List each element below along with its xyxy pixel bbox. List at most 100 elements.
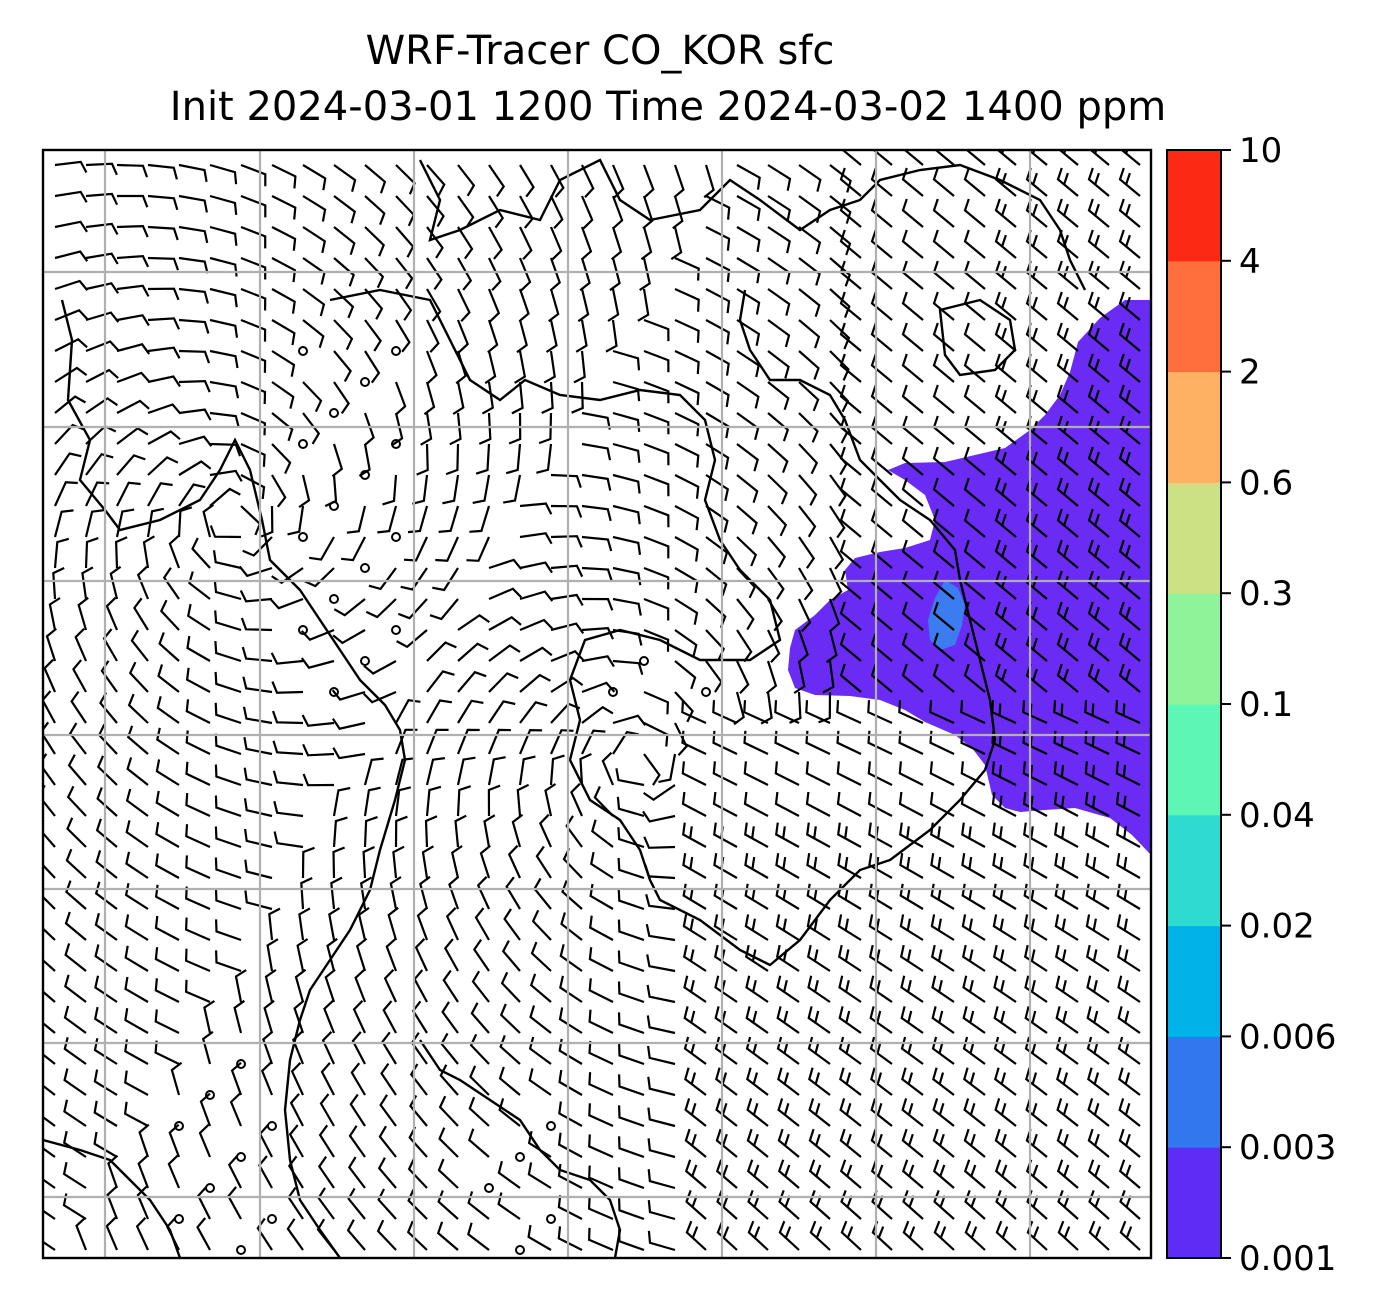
wind-barb (612, 659, 644, 676)
wind-barb (52, 567, 65, 600)
wind-barb (643, 836, 676, 849)
wind-barb (808, 1098, 831, 1127)
wind-barb (643, 318, 670, 342)
wind-barb (618, 1136, 645, 1159)
wind-barb (577, 288, 590, 323)
wind-barb (178, 408, 212, 421)
wind-barb (472, 938, 490, 972)
wind-barb (406, 1220, 428, 1251)
wind-barb (715, 1128, 738, 1158)
wind-barb (1087, 1098, 1110, 1127)
wind-barb (870, 1159, 893, 1189)
wind-barb (992, 944, 1017, 972)
wind-barb (588, 1072, 614, 1097)
wind-barb (777, 1159, 800, 1189)
wind-barb (241, 646, 273, 663)
wind-barb (839, 384, 862, 414)
wind-barb (674, 629, 698, 657)
wind-barb (394, 786, 412, 817)
wind-barb (43, 1178, 56, 1189)
wind-barb (43, 721, 56, 755)
wind-barb (1086, 1006, 1110, 1034)
wind-barb (1056, 291, 1079, 321)
wind-barb (1115, 761, 1141, 786)
wind-barb (214, 671, 242, 694)
wind-barb (271, 381, 295, 409)
wind-barb (618, 1074, 645, 1097)
wind-barb (1085, 853, 1110, 879)
wind-barb (138, 1123, 150, 1158)
wind-barb (381, 1031, 397, 1065)
wind-barb (147, 225, 179, 241)
wind-barb (612, 504, 641, 525)
wind-barb (839, 322, 862, 352)
wind-barb (426, 226, 444, 259)
wind-barb (806, 822, 831, 848)
wind-barb (736, 319, 761, 347)
wind-barb (994, 167, 1017, 197)
wind-barb (1087, 353, 1110, 383)
wind-barb (705, 443, 730, 470)
wind-barb (53, 509, 74, 538)
wind-barb (43, 1209, 56, 1220)
wind-barb (54, 190, 88, 203)
wind-barb (109, 565, 122, 600)
wind-barb (395, 288, 413, 321)
wind-barb (643, 597, 670, 621)
wind-barb (472, 474, 491, 504)
wind-barb (43, 1021, 56, 1034)
wind-barb (829, 536, 845, 570)
wind-barb (457, 195, 475, 228)
wind-barb (157, 664, 180, 693)
wind-barb (424, 815, 438, 848)
wind-barb (333, 288, 355, 319)
wind-barb (483, 814, 496, 848)
wind-barb (767, 226, 791, 254)
wind-barb (767, 505, 788, 537)
wind-barb (377, 1188, 397, 1220)
wind-barb (841, 150, 862, 166)
wind-barb (456, 785, 472, 817)
wind-barb (901, 663, 924, 693)
wind-barb (43, 990, 56, 1003)
wind-barb (302, 381, 323, 413)
wind-barb (63, 1037, 87, 1065)
wind-barb (457, 164, 476, 197)
wind-barb (960, 700, 986, 725)
wind-barb (736, 567, 757, 599)
wind-barb (643, 566, 670, 590)
wind-barb (395, 257, 414, 290)
wind-barb (437, 1158, 459, 1189)
wind-barb (425, 350, 438, 385)
wind-barb (238, 565, 273, 578)
wind-barb (331, 443, 344, 478)
wind-barb (400, 567, 428, 591)
wind-barb (778, 1220, 800, 1251)
wind-barb (705, 381, 730, 408)
wind-barb (326, 937, 338, 972)
wind-barb (736, 412, 760, 441)
wind-barb (1086, 975, 1110, 1003)
wind-barb (333, 381, 350, 415)
wind-barb (579, 257, 591, 292)
wind-barb (394, 815, 408, 848)
wind-barb (43, 816, 56, 848)
calm-wind-marker (546, 1214, 556, 1224)
wind-barb (301, 714, 335, 727)
wind-barb (423, 381, 436, 416)
wind-barb (214, 764, 242, 787)
wind-barb (581, 442, 612, 461)
wind-barb (63, 1099, 87, 1127)
wind-barb (1087, 384, 1110, 414)
wind-barb (54, 220, 88, 233)
wind-barb (807, 1006, 831, 1034)
wind-barb (901, 1098, 924, 1127)
wind-barb (617, 950, 645, 973)
wind-barb (438, 505, 460, 533)
wind-barb (48, 597, 61, 631)
wind-barb (457, 257, 473, 291)
wind-barb (994, 384, 1017, 414)
wind-barb (271, 226, 297, 251)
wind-barb (488, 644, 521, 662)
wind-barb (212, 550, 242, 570)
